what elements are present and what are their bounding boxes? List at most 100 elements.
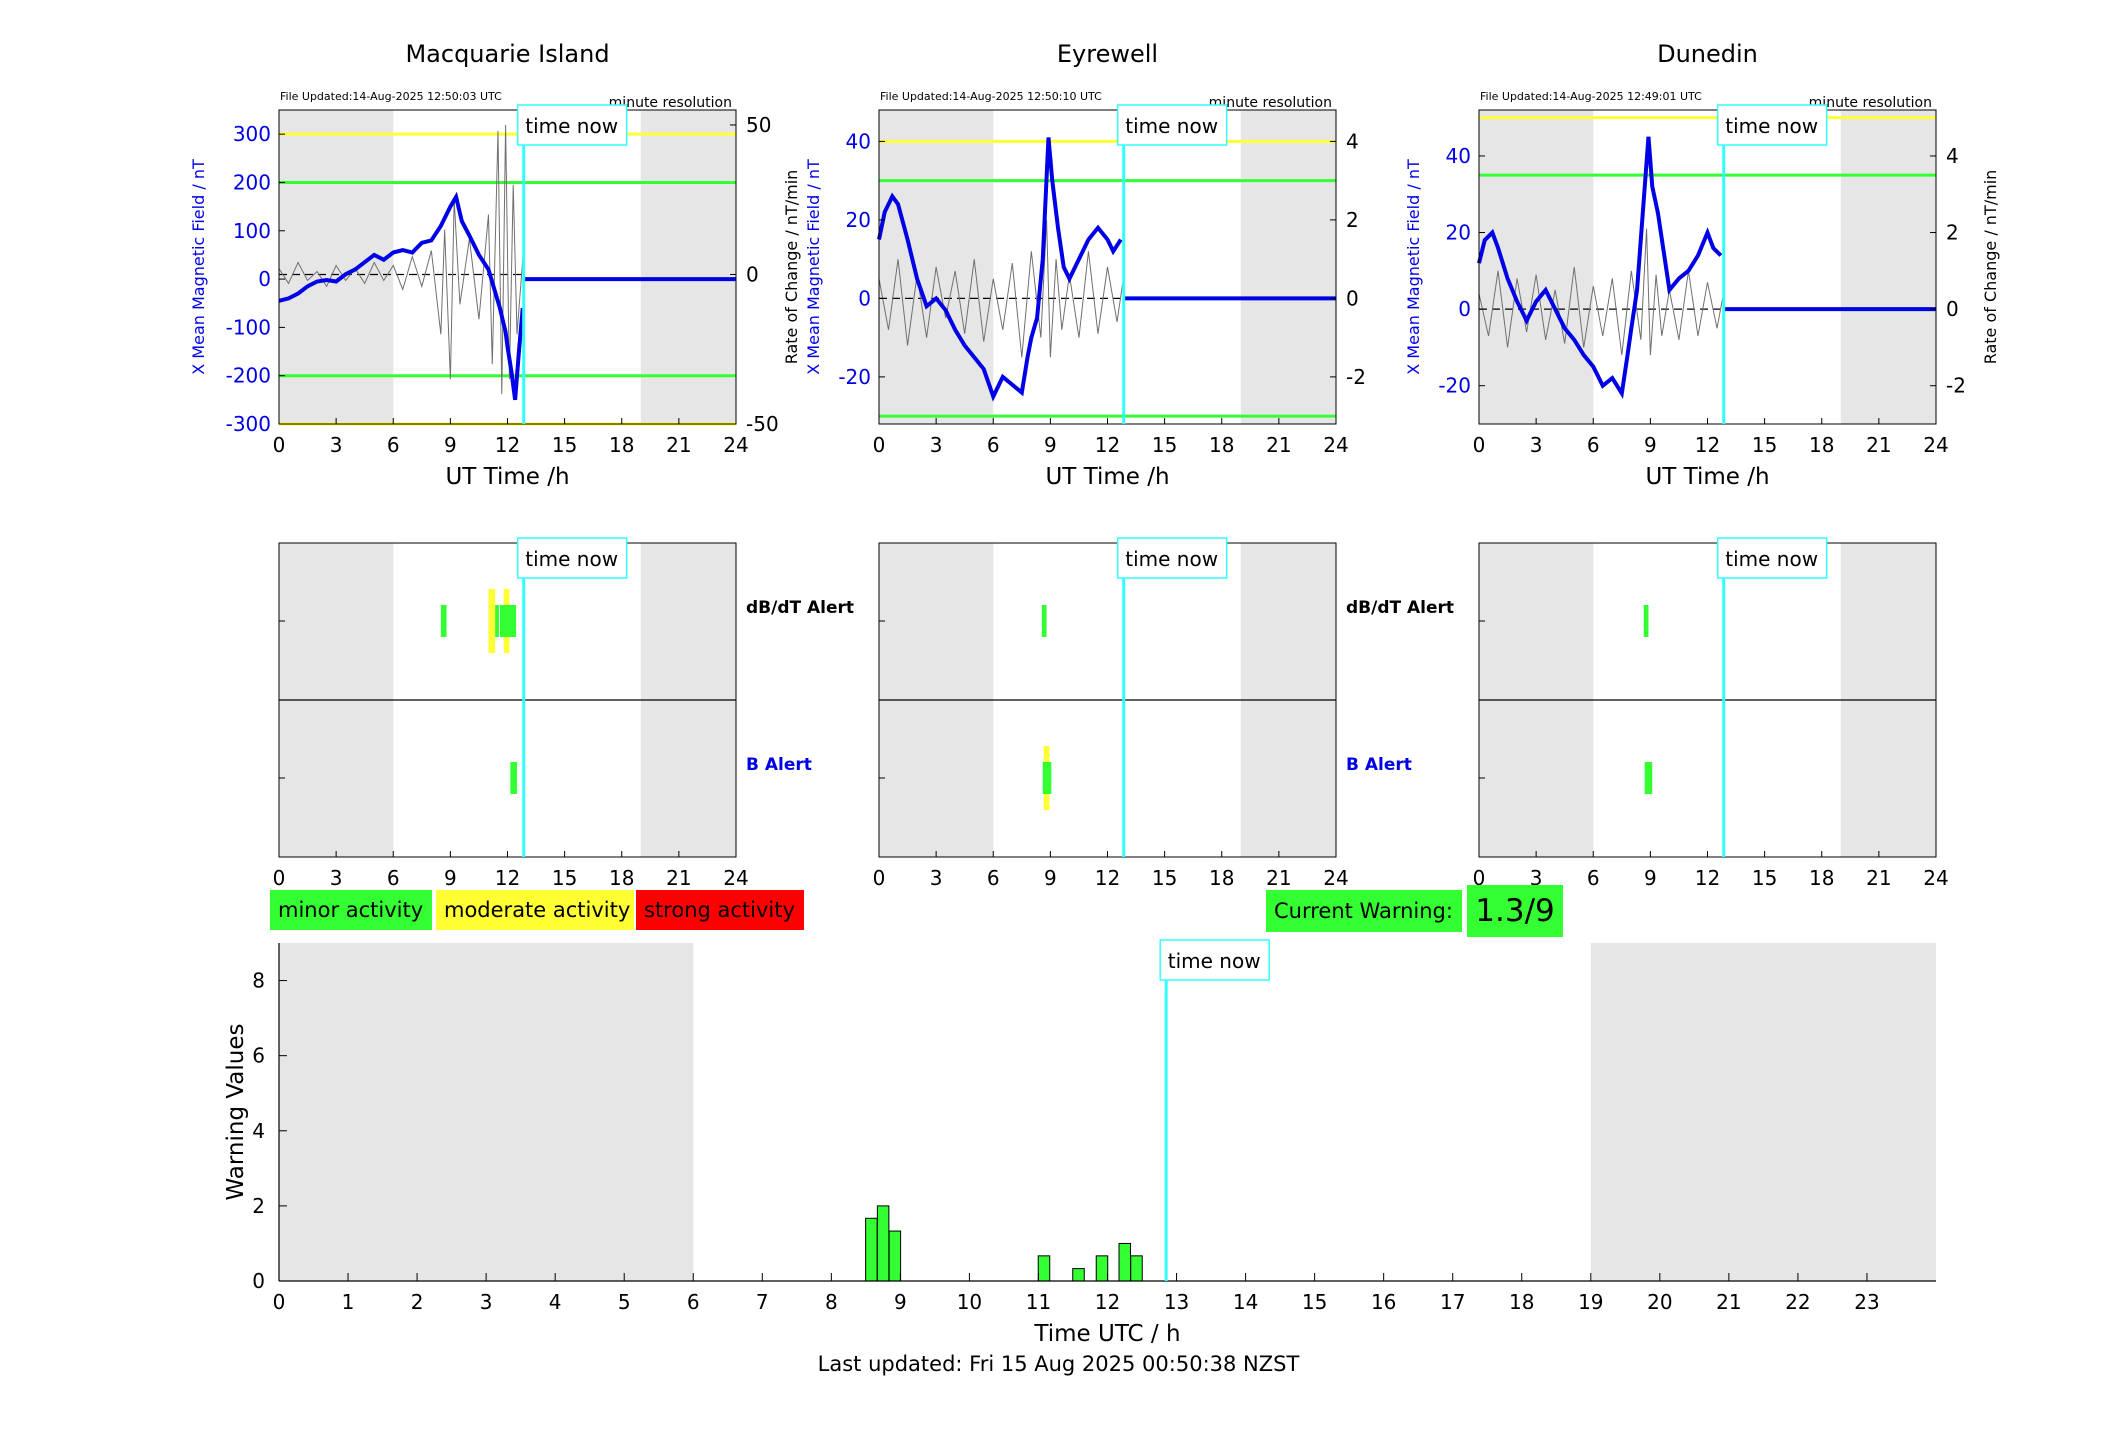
- warning-night-shade: [1590, 943, 1936, 1281]
- b-alert-label: B Alert: [746, 755, 812, 775]
- warning-x-tick-label: 23: [1854, 1290, 1879, 1314]
- warning-x-tick-label: 4: [549, 1290, 562, 1314]
- warning-x-tick-label: 1: [342, 1290, 355, 1314]
- time-now-box: [1116, 104, 1228, 146]
- x-axis-label: UT Time /h: [445, 464, 569, 490]
- y-tick-label-left: 0: [858, 286, 871, 310]
- y-tick-label-left: 20: [1446, 221, 1471, 245]
- y-axis-label-left: X Mean Magnetic Field / nT: [189, 159, 208, 375]
- x-tick-label: 3: [930, 433, 943, 457]
- alert-x-tick-label: 0: [873, 866, 886, 890]
- resolution-label: minute resolution: [1209, 95, 1332, 111]
- warning-x-tick-label: 18: [1509, 1290, 1534, 1314]
- time-now-box: [1716, 104, 1828, 146]
- warning-x-tick-label: 7: [756, 1290, 769, 1314]
- night-shade: [1840, 110, 1936, 424]
- alert-x-tick-label: 18: [1809, 866, 1834, 890]
- alert-x-tick-label: 6: [387, 866, 400, 890]
- alert-x-tick-label: 0: [273, 866, 286, 890]
- station-title: Macquarie Island: [405, 40, 609, 68]
- dbdt-alert-bar: [1643, 605, 1649, 637]
- x-axis-label: UT Time /h: [1045, 464, 1169, 490]
- file-updated-label: File Updated:14-Aug-2025 12:50:03 UTC: [280, 90, 502, 103]
- warning-x-axis-label: Time UTC / h: [1033, 1321, 1180, 1347]
- warning-y-tick-label: 0: [252, 1269, 265, 1293]
- night-shade: [1479, 110, 1594, 424]
- warning-time-now-text: time now: [1168, 949, 1261, 973]
- b-alert-bar: [1644, 762, 1653, 794]
- warning-bar: [1118, 1242, 1132, 1282]
- alert-x-tick-label: 0: [1473, 866, 1486, 890]
- y-tick-label-left: -300: [226, 412, 271, 436]
- dbdt-alert-bar: [440, 605, 447, 637]
- warning-bar: [1037, 1255, 1051, 1282]
- x-tick-label: 0: [1473, 433, 1486, 457]
- warning-x-tick-label: 14: [1233, 1290, 1258, 1314]
- y-tick-label-right: 2: [1946, 221, 1959, 245]
- x-tick-label: 15: [1752, 433, 1777, 457]
- warning-x-tick-label: 0: [273, 1290, 286, 1314]
- y-tick-label-left: 40: [846, 129, 871, 153]
- warning-x-tick-label: 15: [1302, 1290, 1327, 1314]
- warning-bar: [876, 1205, 890, 1282]
- alert-time-now-box: [1116, 537, 1228, 579]
- alert-x-tick-label: 12: [1095, 866, 1120, 890]
- warning-x-tick-label: 21: [1716, 1290, 1741, 1314]
- station-title: Dunedin: [1657, 40, 1758, 68]
- night-shade: [279, 110, 394, 424]
- warning-x-tick-label: 9: [894, 1290, 907, 1314]
- resolution-label: minute resolution: [609, 95, 732, 111]
- y-tick-label-left: -20: [838, 365, 871, 389]
- alert-x-tick-label: 12: [495, 866, 520, 890]
- y-tick-label-right: 0: [1346, 286, 1359, 310]
- legend-moderate-activity: moderate activity: [436, 890, 634, 930]
- x-tick-label: 6: [387, 433, 400, 457]
- warning-x-tick-label: 19: [1578, 1290, 1603, 1314]
- x-tick-label: 12: [1095, 433, 1120, 457]
- alert-x-tick-label: 3: [1530, 866, 1543, 890]
- warning-bar: [865, 1217, 878, 1282]
- field-trace: [1477, 136, 1723, 400]
- y-tick-label-left: 300: [233, 122, 271, 146]
- night-shade: [1240, 110, 1336, 424]
- alert-time-now-text: time now: [525, 547, 618, 571]
- file-updated-label: File Updated:14-Aug-2025 12:49:01 UTC: [1480, 90, 1702, 103]
- time-now-box: [516, 104, 628, 146]
- warning-x-tick-label: 3: [480, 1290, 493, 1314]
- current-warning-value: 1.3/9: [1467, 885, 1563, 937]
- y-tick-label-left: 100: [233, 219, 271, 243]
- warning-y-tick-label: 2: [252, 1194, 265, 1218]
- x-tick-label: 9: [444, 433, 457, 457]
- y-tick-label-left: -200: [226, 364, 271, 388]
- y-axis-label-left: X Mean Magnetic Field / nT: [1404, 159, 1423, 375]
- alert-x-tick-label: 15: [552, 866, 577, 890]
- alert-x-tick-label: 24: [1923, 866, 1948, 890]
- x-axis-label: UT Time /h: [1645, 464, 1769, 490]
- warning-x-tick-label: 2: [411, 1290, 424, 1314]
- y-tick-label-left: 20: [846, 208, 871, 232]
- dbdt-alert-label: dB/dT Alert: [1346, 598, 1454, 618]
- y-tick-label-left: 40: [1446, 144, 1471, 168]
- x-tick-label: 24: [723, 433, 748, 457]
- warning-x-tick-label: 10: [957, 1290, 982, 1314]
- x-tick-label: 21: [666, 433, 691, 457]
- y-tick-label-right: -2: [1346, 365, 1366, 389]
- alert-x-tick-label: 6: [1587, 866, 1600, 890]
- last-updated-footer: Last updated: Fri 15 Aug 2025 00:50:38 N…: [817, 1352, 1300, 1376]
- x-tick-label: 12: [495, 433, 520, 457]
- y-tick-label-right: 0: [1946, 297, 1959, 321]
- y-tick-label-left: 200: [233, 170, 271, 194]
- x-tick-label: 15: [552, 433, 577, 457]
- rate-of-change-trace: [878, 219, 1124, 358]
- alert-x-tick-label: 3: [330, 866, 343, 890]
- alert-x-tick-label: 21: [1866, 866, 1891, 890]
- x-tick-label: 21: [1266, 433, 1291, 457]
- warning-x-tick-label: 5: [618, 1290, 631, 1314]
- alert-x-tick-label: 24: [1323, 866, 1348, 890]
- current-warning-label: Current Warning:: [1266, 890, 1462, 932]
- x-tick-label: 6: [987, 433, 1000, 457]
- alert-x-tick-label: 3: [930, 866, 943, 890]
- x-tick-label: 3: [330, 433, 343, 457]
